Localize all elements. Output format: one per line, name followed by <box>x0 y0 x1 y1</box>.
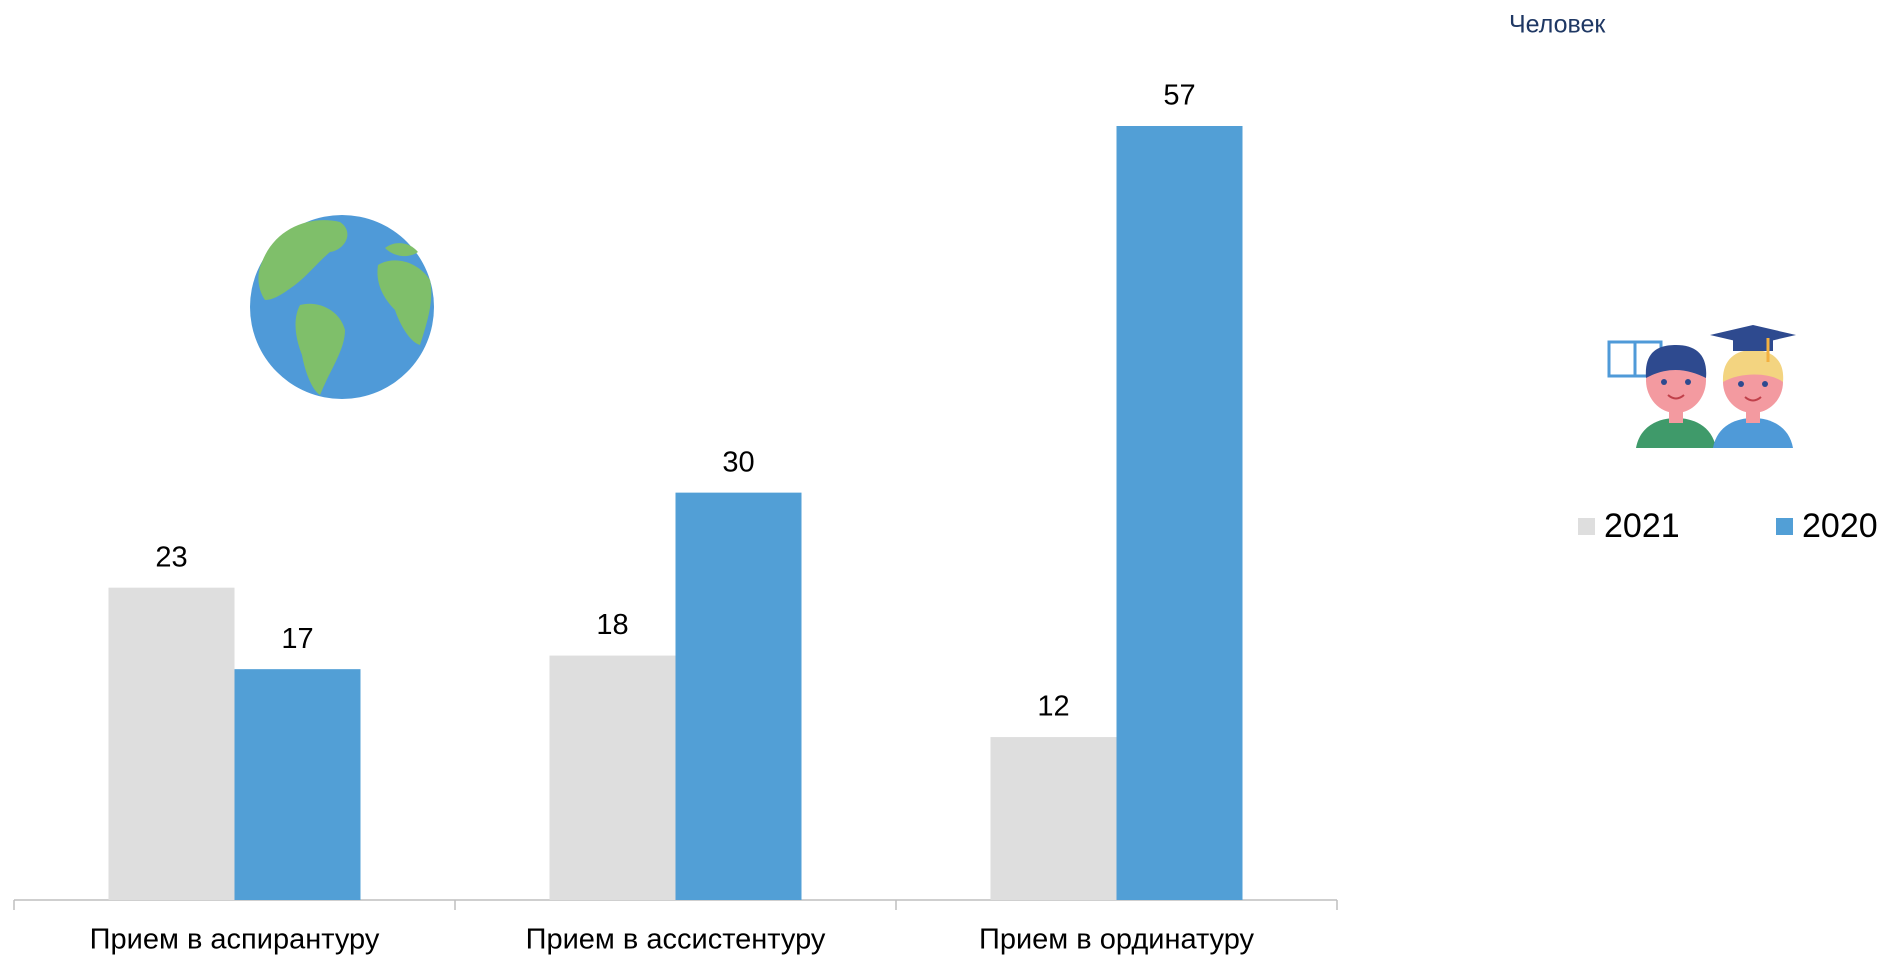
bar <box>1116 126 1243 900</box>
unit-label: Человек <box>1509 11 1606 39</box>
legend-label: 2020 <box>1802 507 1878 545</box>
legend-swatch <box>1776 518 1793 535</box>
data-label: 12 <box>1037 691 1069 723</box>
data-label: 18 <box>596 609 628 641</box>
x-tick-label: Прием в аспирантуру <box>90 924 380 956</box>
legend-swatch <box>1578 518 1595 535</box>
students-icon <box>1607 325 1796 448</box>
bar <box>234 669 361 900</box>
bar <box>108 587 235 900</box>
legend-label: 2021 <box>1604 507 1680 545</box>
data-label: 23 <box>155 541 187 573</box>
data-label: 17 <box>281 623 313 655</box>
bar <box>675 492 802 900</box>
bar <box>549 655 676 900</box>
data-label: 57 <box>1163 80 1195 112</box>
x-tick-label: Прием в ассистентуру <box>526 924 826 956</box>
globe-icon <box>250 215 434 399</box>
x-tick-label: Прием в ординатуру <box>979 924 1255 956</box>
bar <box>990 737 1117 900</box>
data-label: 30 <box>722 446 754 478</box>
